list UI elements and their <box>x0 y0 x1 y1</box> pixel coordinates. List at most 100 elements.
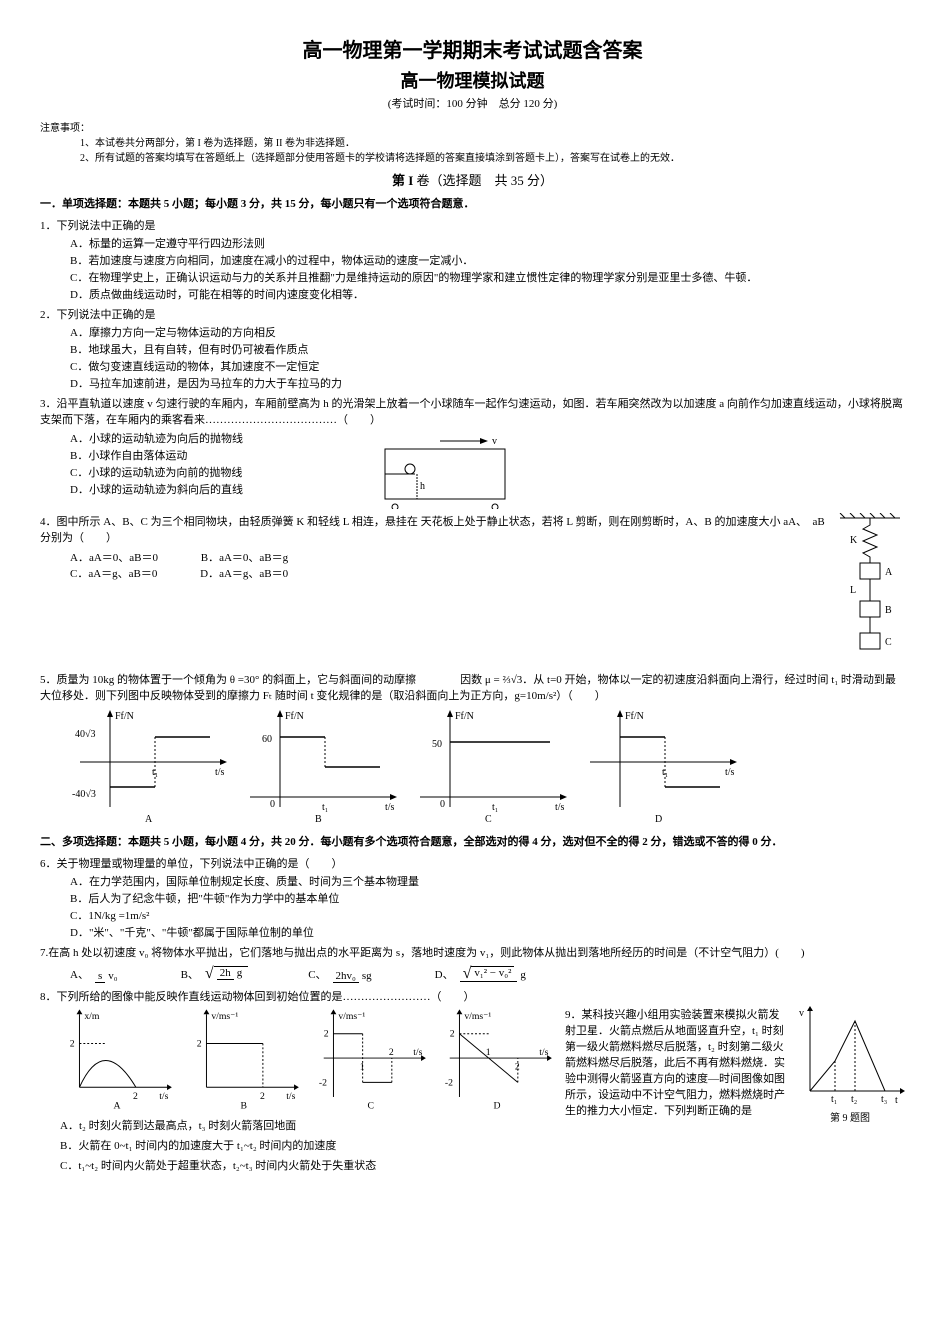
q8-chart-a: x/m t/s 2 2 A <box>60 1008 177 1113</box>
q5b-xlabel: t/s <box>385 802 395 813</box>
q3-opt-c: C．小球的运动轨迹为向前的抛物线 <box>70 464 370 480</box>
q8c-x1: 1 <box>359 1062 364 1073</box>
q8c-x2: 2 <box>388 1047 393 1058</box>
question-7: 7.在高 h 处以初速度 v₀ 将物体水平抛出，它们落地与抛出点的水平距离为 s… <box>40 944 905 982</box>
q8c-ylabel: v/ms⁻¹ <box>338 1011 365 1022</box>
q4-a-label: A <box>885 567 893 578</box>
q9-diagram: v t t₁ t₂ t₃ <box>795 1006 905 1106</box>
q5d-t1: t₁ <box>662 767 668 778</box>
q8-charts: x/m t/s 2 2 A v/ms⁻¹ t/s 2 2 B v/ms⁻¹ t/… <box>60 1008 557 1113</box>
q9-ylabel: v <box>799 1008 804 1019</box>
q8b-ylabel: v/ms⁻¹ <box>211 1011 238 1022</box>
q3-diagram: v h <box>370 429 530 509</box>
q8a-xlabel: t/s <box>159 1091 168 1102</box>
q2-opt-c: C．做匀变速直线运动的物体，其加速度不一定恒定 <box>70 358 905 374</box>
q7b-num: 2h <box>217 967 234 980</box>
q7b-label: B、 <box>181 966 199 982</box>
q7-opt-c: C、 2hv₀sg <box>308 966 374 982</box>
q9-opt-c: C．t₁~t₂ 时间内火箭处于超重状态，t₂~t₃ 时间内火箭处于失重状态 <box>60 1157 905 1173</box>
question-3: 3．沿平直轨道以速度 v 匀速行驶的车厢内，车厢前壁高为 h 的光滑架上放着一个… <box>40 395 905 509</box>
q2-opt-d: D．马拉车加速前进，是因为马拉车的力大于车拉马的力 <box>70 375 905 391</box>
q5a-xlabel: t/s <box>215 767 225 778</box>
q8c-ytick: 2 <box>323 1029 328 1040</box>
q6-opt-d: D．"米"、"千克"、"牛顿"都属于国际单位制的单位 <box>70 924 905 940</box>
q7a-label: A、 <box>70 966 89 982</box>
q9-opt-b: B．火箭在 0~t₁ 时间内的加速度大于 t₁~t₂ 时间内的加速度 <box>60 1137 905 1153</box>
q5d-label: D <box>655 814 662 825</box>
q7d-under: v₁² − v₀² <box>471 966 514 982</box>
q6-opt-b: B．后人为了纪念牛顿，把"牛顿"作为力学中的基本单位 <box>70 890 905 906</box>
notice-line-1: 1、本试卷共分两部分，第 I 卷为选择题，第 II 卷为非选择题． <box>80 134 905 149</box>
q8b-label: B <box>240 1101 246 1112</box>
q7a-num: s <box>95 970 105 983</box>
q9-caption: 第 9 题图 <box>795 1109 905 1124</box>
q2-opt-a: A．摩擦力方向一定与物体运动的方向相反 <box>70 324 905 340</box>
q4-k-label: K <box>850 535 858 546</box>
q7-opt-b: B、 √2hg <box>181 966 249 982</box>
q1-opt-d: D．质点做曲线运动时，可能在相等的时间内速度变化相等． <box>70 286 905 302</box>
notice-head: 注意事项： <box>40 119 905 134</box>
q2-opt-b: B．地球虽大，且有自转，但有时仍可被看作质点 <box>70 341 905 357</box>
q1-stem: 1．下列说法中正确的是 <box>40 217 905 233</box>
part1-instructions: 一．单项选择题：本题共 5 小题；每小题 3 分，共 15 分，每小题只有一个选… <box>40 195 905 211</box>
q9-t3: t₃ <box>881 1094 887 1105</box>
exam-info: (考试时间：100 分钟 总分 120 分) <box>40 95 905 111</box>
q7-opt-d: D、 √v₁² − v₀²g <box>435 966 529 982</box>
section-post: 卷（选择题 共 35 分） <box>417 173 554 188</box>
q3-v-label: v <box>492 436 497 447</box>
q6-opt-a: A．在力学范围内，国际单位制规定长度、质量、时间为三个基本物理量 <box>70 873 905 889</box>
q9-t1: t₁ <box>831 1094 837 1105</box>
q5c-bot: 0 <box>440 799 445 810</box>
q8d-ytick-neg: -2 <box>445 1077 453 1088</box>
q6-opt-c: C．1N/kg =1m/s² <box>70 907 905 923</box>
q2-stem: 2．下列说法中正确的是 <box>40 306 905 322</box>
q4-b-label: B <box>885 605 892 616</box>
q8-chart-c: v/ms⁻¹ t/s 2 -2 1 2 C <box>314 1008 431 1113</box>
q9-stem: 9．某科技兴趣小组用实验装置来模拟火箭发射卫星．火箭点燃后从地面竖直升空，t₁ … <box>565 1006 789 1124</box>
q4-c-label: C <box>885 637 892 648</box>
q8b-xtick: 2 <box>260 1091 265 1102</box>
question-8: 8．下列所给的图像中能反映作直线运动物体回到初始位置的是……………………（ ） … <box>40 988 905 1177</box>
section-num: I <box>408 173 413 188</box>
q5c-top: 50 <box>432 739 442 750</box>
q9-t2: t₂ <box>851 1094 857 1105</box>
q5a-t1: t₁ <box>152 767 158 778</box>
q9-xlabel: t <box>895 1095 898 1106</box>
q5b-label: B <box>315 814 322 825</box>
q4-l-label: L <box>850 585 856 596</box>
main-title: 高一物理第一学期期末考试试题含答案 <box>40 34 905 63</box>
q5b-ylabel: Ff/N <box>285 711 304 722</box>
q5-chart-a: Ff/N t/s 40√3 -40√3 t₁ A <box>70 707 230 827</box>
q3-h-label: h <box>420 481 425 492</box>
q5-chart-d: Ff/N t/s t₁ D <box>580 707 740 827</box>
q7-opt-a: A、 sv₀ <box>70 966 121 982</box>
q5c-ylabel: Ff/N <box>455 711 474 722</box>
question-6: 6．关于物理量或物理量的单位，下列说法中正确的是（ ） A．在力学范围内，国际单… <box>40 855 905 940</box>
question-2: 2．下列说法中正确的是 A．摩擦力方向一定与物体运动的方向相反 B．地球虽大，且… <box>40 306 905 391</box>
q5-chart-b: Ff/N t/s 60 0 t₁ B <box>240 707 400 827</box>
question-1: 1．下列说法中正确的是 A．标量的运算一定遵守平行四边形法则 B．若加速度与速度… <box>40 217 905 302</box>
q3-opt-a: A．小球的运动轨迹为向后的抛物线 <box>70 430 370 446</box>
q3-opt-d: D．小球的运动轨迹为斜向后的直线 <box>70 481 370 497</box>
q5a-top: 40√3 <box>75 729 96 740</box>
sub-title: 高一物理模拟试题 <box>40 67 905 93</box>
q8-stem: 8．下列所给的图像中能反映作直线运动物体回到初始位置的是……………………（ ） <box>40 988 905 1004</box>
q8a-xtick: 2 <box>133 1091 138 1102</box>
q8b-xlabel: t/s <box>286 1091 295 1102</box>
q5c-xlabel: t/s <box>555 802 565 813</box>
q8a-ylabel: x/m <box>84 1011 100 1022</box>
q4-opt-d: D．aA＝g、aB＝0 <box>200 565 288 581</box>
section-pre: 第 <box>392 173 405 188</box>
q7b-den: g <box>234 967 246 979</box>
q7c-label: C、 <box>308 966 326 982</box>
q1-opt-a: A．标量的运算一定遵守平行四边形法则 <box>70 235 905 251</box>
q5a-ylabel: Ff/N <box>115 711 134 722</box>
q7c-num: 2hv₀ <box>333 970 359 983</box>
q8-chart-b: v/ms⁻¹ t/s 2 2 B <box>187 1008 304 1113</box>
q5d-xlabel: t/s <box>725 767 735 778</box>
q1-opt-b: B．若加速度与速度方向相同，加速度在减小的过程中，物体运动的速度一定减小． <box>70 252 905 268</box>
question-4: K A L B C 4．图中所示 A、B、C 为三个相同物块，由轻质弹簧 K 和… <box>40 513 905 667</box>
section-1-header: 第 I 卷（选择题 共 35 分） <box>40 170 905 189</box>
q5b-bot: 0 <box>270 799 275 810</box>
q7c-den: sg <box>359 970 375 982</box>
